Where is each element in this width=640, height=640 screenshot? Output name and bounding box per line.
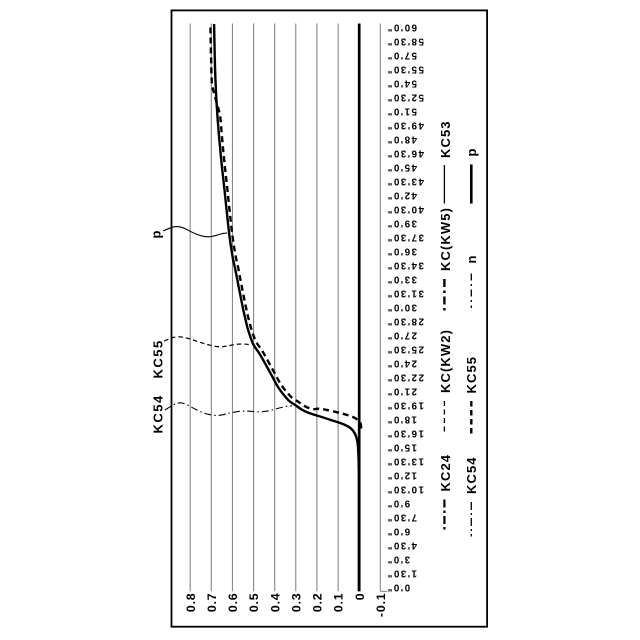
svg-text:36'0": 36'0" <box>386 246 417 257</box>
svg-text:0: 0 <box>353 593 367 601</box>
svg-text:9'0": 9'0" <box>386 498 410 509</box>
svg-text:12'0": 12'0" <box>386 470 417 481</box>
svg-text:KC54: KC54 <box>464 456 479 494</box>
svg-text:0.1: 0.1 <box>332 593 346 613</box>
svg-text:KC54: KC54 <box>150 394 165 433</box>
svg-text:40'30": 40'30" <box>386 204 424 215</box>
svg-text:KC(KW2): KC(KW2) <box>438 329 453 393</box>
svg-text:0.4: 0.4 <box>268 593 282 613</box>
svg-text:0.5: 0.5 <box>247 593 261 613</box>
svg-text:0'0": 0'0" <box>386 582 410 593</box>
svg-text:51'0": 51'0" <box>386 106 417 117</box>
svg-text:15'0": 15'0" <box>386 442 417 453</box>
svg-text:p: p <box>464 147 479 156</box>
svg-text:6'0": 6'0" <box>386 526 410 537</box>
svg-text:48'0": 48'0" <box>386 134 417 145</box>
svg-text:27'0": 27'0" <box>386 330 417 341</box>
svg-text:37'30": 37'30" <box>386 232 424 243</box>
svg-text:58'30": 58'30" <box>386 36 424 47</box>
svg-text:31'30": 31'30" <box>386 288 424 299</box>
svg-text:25'30": 25'30" <box>386 344 424 355</box>
svg-text:43'30": 43'30" <box>386 176 424 187</box>
svg-text:10'30": 10'30" <box>386 484 424 495</box>
svg-text:60'0": 60'0" <box>386 22 417 33</box>
svg-text:18'0": 18'0" <box>386 414 417 425</box>
svg-text:45'0": 45'0" <box>386 162 417 173</box>
svg-text:52'30": 52'30" <box>386 92 424 103</box>
svg-text:n: n <box>464 254 479 263</box>
svg-text:KC24: KC24 <box>438 454 453 492</box>
svg-text:3'0": 3'0" <box>386 554 410 565</box>
svg-text:1'30": 1'30" <box>386 568 417 579</box>
svg-text:55'30": 55'30" <box>386 64 424 75</box>
svg-text:33'0": 33'0" <box>386 274 417 285</box>
svg-text:7'30": 7'30" <box>386 512 417 523</box>
svg-text:0.8: 0.8 <box>184 593 198 613</box>
svg-text:-0.1: -0.1 <box>374 593 388 618</box>
svg-text:42'0": 42'0" <box>386 190 417 201</box>
svg-text:KC(KW5): KC(KW5) <box>438 207 453 271</box>
svg-text:0.7: 0.7 <box>205 593 219 613</box>
svg-text:46'30": 46'30" <box>386 148 424 159</box>
svg-text:0.2: 0.2 <box>311 593 325 613</box>
svg-text:0.6: 0.6 <box>226 593 240 613</box>
svg-text:34'30": 34'30" <box>386 260 424 271</box>
svg-text:30'0": 30'0" <box>386 302 417 313</box>
svg-text:22'30": 22'30" <box>386 372 424 383</box>
svg-text:49'30": 49'30" <box>386 120 424 131</box>
svg-text:57'0": 57'0" <box>386 50 417 61</box>
svg-text:54'0": 54'0" <box>386 78 417 89</box>
svg-text:KC55: KC55 <box>150 339 165 378</box>
svg-text:KC53: KC53 <box>438 120 453 158</box>
svg-text:28'30": 28'30" <box>386 316 424 327</box>
svg-text:0.3: 0.3 <box>289 593 303 613</box>
svg-text:4'30": 4'30" <box>386 540 417 551</box>
svg-text:24'0": 24'0" <box>386 358 417 369</box>
svg-text:39'0": 39'0" <box>386 218 417 229</box>
svg-text:13'30": 13'30" <box>386 456 424 467</box>
svg-text:19'30": 19'30" <box>386 400 424 411</box>
svg-text:KC55: KC55 <box>464 356 479 394</box>
svg-text:21'0": 21'0" <box>386 386 417 397</box>
svg-text:16'30": 16'30" <box>386 428 424 439</box>
svg-text:p: p <box>148 229 163 238</box>
